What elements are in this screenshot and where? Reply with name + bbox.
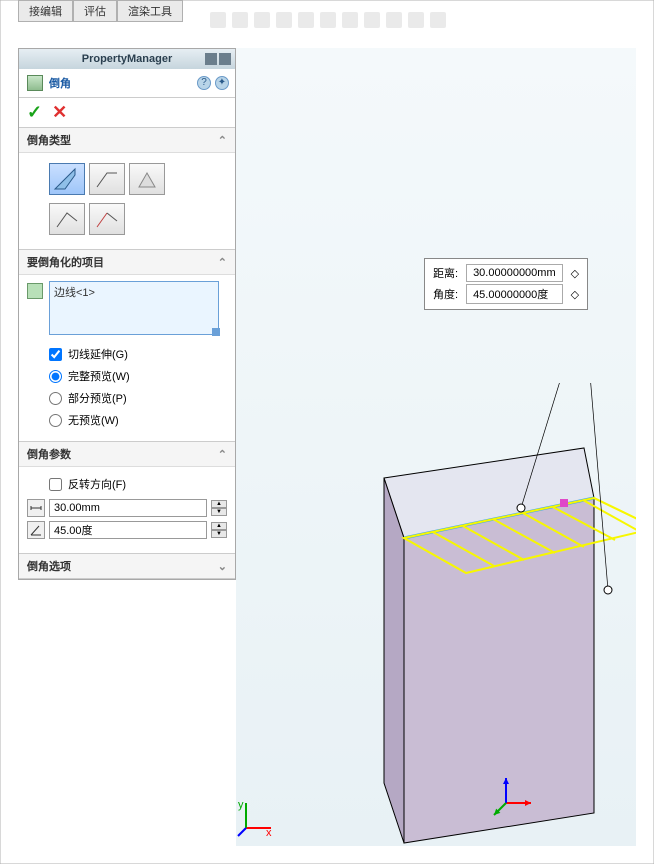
resize-grip-icon[interactable] [212, 328, 220, 336]
angle-input[interactable] [49, 521, 207, 539]
manipulator-pivot[interactable] [560, 499, 568, 507]
pm-layout-icon[interactable] [205, 53, 217, 65]
pm-header: PropertyManager [19, 49, 235, 69]
angle-spin-down[interactable]: ▼ [211, 530, 227, 538]
view-settings-icon[interactable] [408, 12, 424, 28]
selection-item[interactable]: 边线<1> [54, 284, 214, 300]
callout-angle-handle[interactable]: ◇ [565, 284, 585, 304]
section-chamfer-params-header[interactable]: 倒角参数 ⌃ [19, 442, 235, 466]
section-chamfer-type: 倒角类型 ⌃ [19, 128, 235, 250]
tab-direct-edit[interactable]: 接编辑 [18, 0, 73, 22]
cancel-button[interactable]: ✕ [52, 102, 67, 123]
rb-partial-preview[interactable]: 部分预览(P) [49, 387, 227, 409]
feature-title-row: 倒角 ? ✦ [19, 69, 235, 98]
feature-name: 倒角 [49, 75, 71, 91]
rb-full-preview-input[interactable] [49, 370, 62, 383]
ok-cancel-bar: ✓ ✕ [19, 98, 235, 128]
graphics-viewport[interactable]: 距离: 30.00000000mm ◇ 角度: 45.00000000度 ◇ x… [236, 48, 636, 846]
prev-view-icon[interactable] [254, 12, 270, 28]
help-icon[interactable]: ? [197, 76, 211, 90]
apply-scene-icon[interactable] [386, 12, 402, 28]
chevron-down-icon: ⌄ [218, 560, 227, 573]
tab-evaluate[interactable]: 评估 [73, 0, 117, 22]
cube-side-face [384, 478, 404, 843]
model-cube [284, 383, 636, 846]
section-items-to-chamfer: 要倒角化的项目 ⌃ 边线<1> 切线延伸(G) 完整预览(W) [19, 250, 235, 442]
section-view-icon[interactable] [276, 12, 292, 28]
distance-spin-up[interactable]: ▲ [211, 500, 227, 508]
chevron-up-icon: ⌃ [218, 256, 227, 269]
view-toolbar [210, 12, 446, 28]
cb-flip-direction-input[interactable] [49, 478, 62, 491]
callout-angle-value[interactable]: 45.00000000度 [466, 284, 563, 304]
section-chamfer-type-header[interactable]: 倒角类型 ⌃ [19, 128, 235, 152]
chamfer-type-face-face[interactable] [89, 203, 125, 235]
section-items-header[interactable]: 要倒角化的项目 ⌃ [19, 250, 235, 274]
callout-distance-value[interactable]: 30.00000000mm [466, 264, 563, 282]
angle-param-row: ▲▼ [27, 521, 227, 539]
edit-appearance-icon[interactable] [364, 12, 380, 28]
section-chamfer-options: 倒角选项 ⌄ [19, 554, 235, 579]
hide-show-icon[interactable] [342, 12, 358, 28]
drag-handle[interactable] [517, 504, 525, 512]
angle-icon [27, 521, 45, 539]
svg-text:x: x [266, 827, 272, 838]
rb-no-preview[interactable]: 无预览(W) [49, 409, 227, 431]
distance-input[interactable] [49, 499, 207, 517]
selection-list[interactable]: 边线<1> [49, 281, 219, 335]
misc-view-icon[interactable] [430, 12, 446, 28]
property-manager-panel: PropertyManager 倒角 ? ✦ ✓ ✕ 倒角类型 ⌃ [18, 48, 236, 580]
distance-spin-down[interactable]: ▼ [211, 508, 227, 516]
edge-selection-icon [27, 283, 43, 299]
chamfer-type-distance-distance[interactable] [89, 163, 125, 195]
chevron-up-icon: ⌃ [218, 134, 227, 147]
drag-handle[interactable] [604, 586, 612, 594]
distance-icon [27, 499, 45, 517]
section-chamfer-params: 倒角参数 ⌃ 反转方向(F) ▲▼ ▲▼ [19, 442, 235, 554]
cb-flip-direction[interactable]: 反转方向(F) [49, 473, 227, 495]
chamfer-feature-icon [27, 75, 43, 91]
chamfer-type-vertex[interactable] [129, 163, 165, 195]
ok-button[interactable]: ✓ [27, 102, 42, 123]
rb-partial-preview-input[interactable] [49, 392, 62, 405]
chamfer-type-angle-distance[interactable] [49, 163, 85, 195]
angle-spin-up[interactable]: ▲ [211, 522, 227, 530]
cb-tangent-propagation[interactable]: 切线延伸(G) [49, 343, 227, 365]
chevron-up-icon: ⌃ [218, 448, 227, 461]
zoom-fit-icon[interactable] [210, 12, 226, 28]
view-triad: x y [236, 798, 276, 838]
tab-render-tools[interactable]: 渲染工具 [117, 0, 183, 22]
command-tab-bar: 接编辑 评估 渲染工具 [18, 0, 183, 22]
section-chamfer-options-header[interactable]: 倒角选项 ⌄ [19, 554, 235, 578]
view-orient-icon[interactable] [298, 12, 314, 28]
display-style-icon[interactable] [320, 12, 336, 28]
callout-angle-label: 角度: [427, 284, 464, 304]
chamfer-type-offset-face[interactable] [49, 203, 85, 235]
chamfer-callout[interactable]: 距离: 30.00000000mm ◇ 角度: 45.00000000度 ◇ [424, 258, 588, 310]
svg-text:y: y [238, 799, 244, 811]
rb-no-preview-input[interactable] [49, 414, 62, 427]
pm-title: PropertyManager [82, 53, 172, 65]
distance-param-row: ▲▼ [27, 499, 227, 517]
rb-full-preview[interactable]: 完整预览(W) [49, 365, 227, 387]
callout-distance-handle[interactable]: ◇ [565, 264, 585, 282]
pushpin-icon[interactable]: ✦ [215, 76, 229, 90]
callout-distance-label: 距离: [427, 264, 464, 282]
pm-pin-icon[interactable] [219, 53, 231, 65]
cb-tangent-propagation-input[interactable] [49, 348, 62, 361]
zoom-area-icon[interactable] [232, 12, 248, 28]
